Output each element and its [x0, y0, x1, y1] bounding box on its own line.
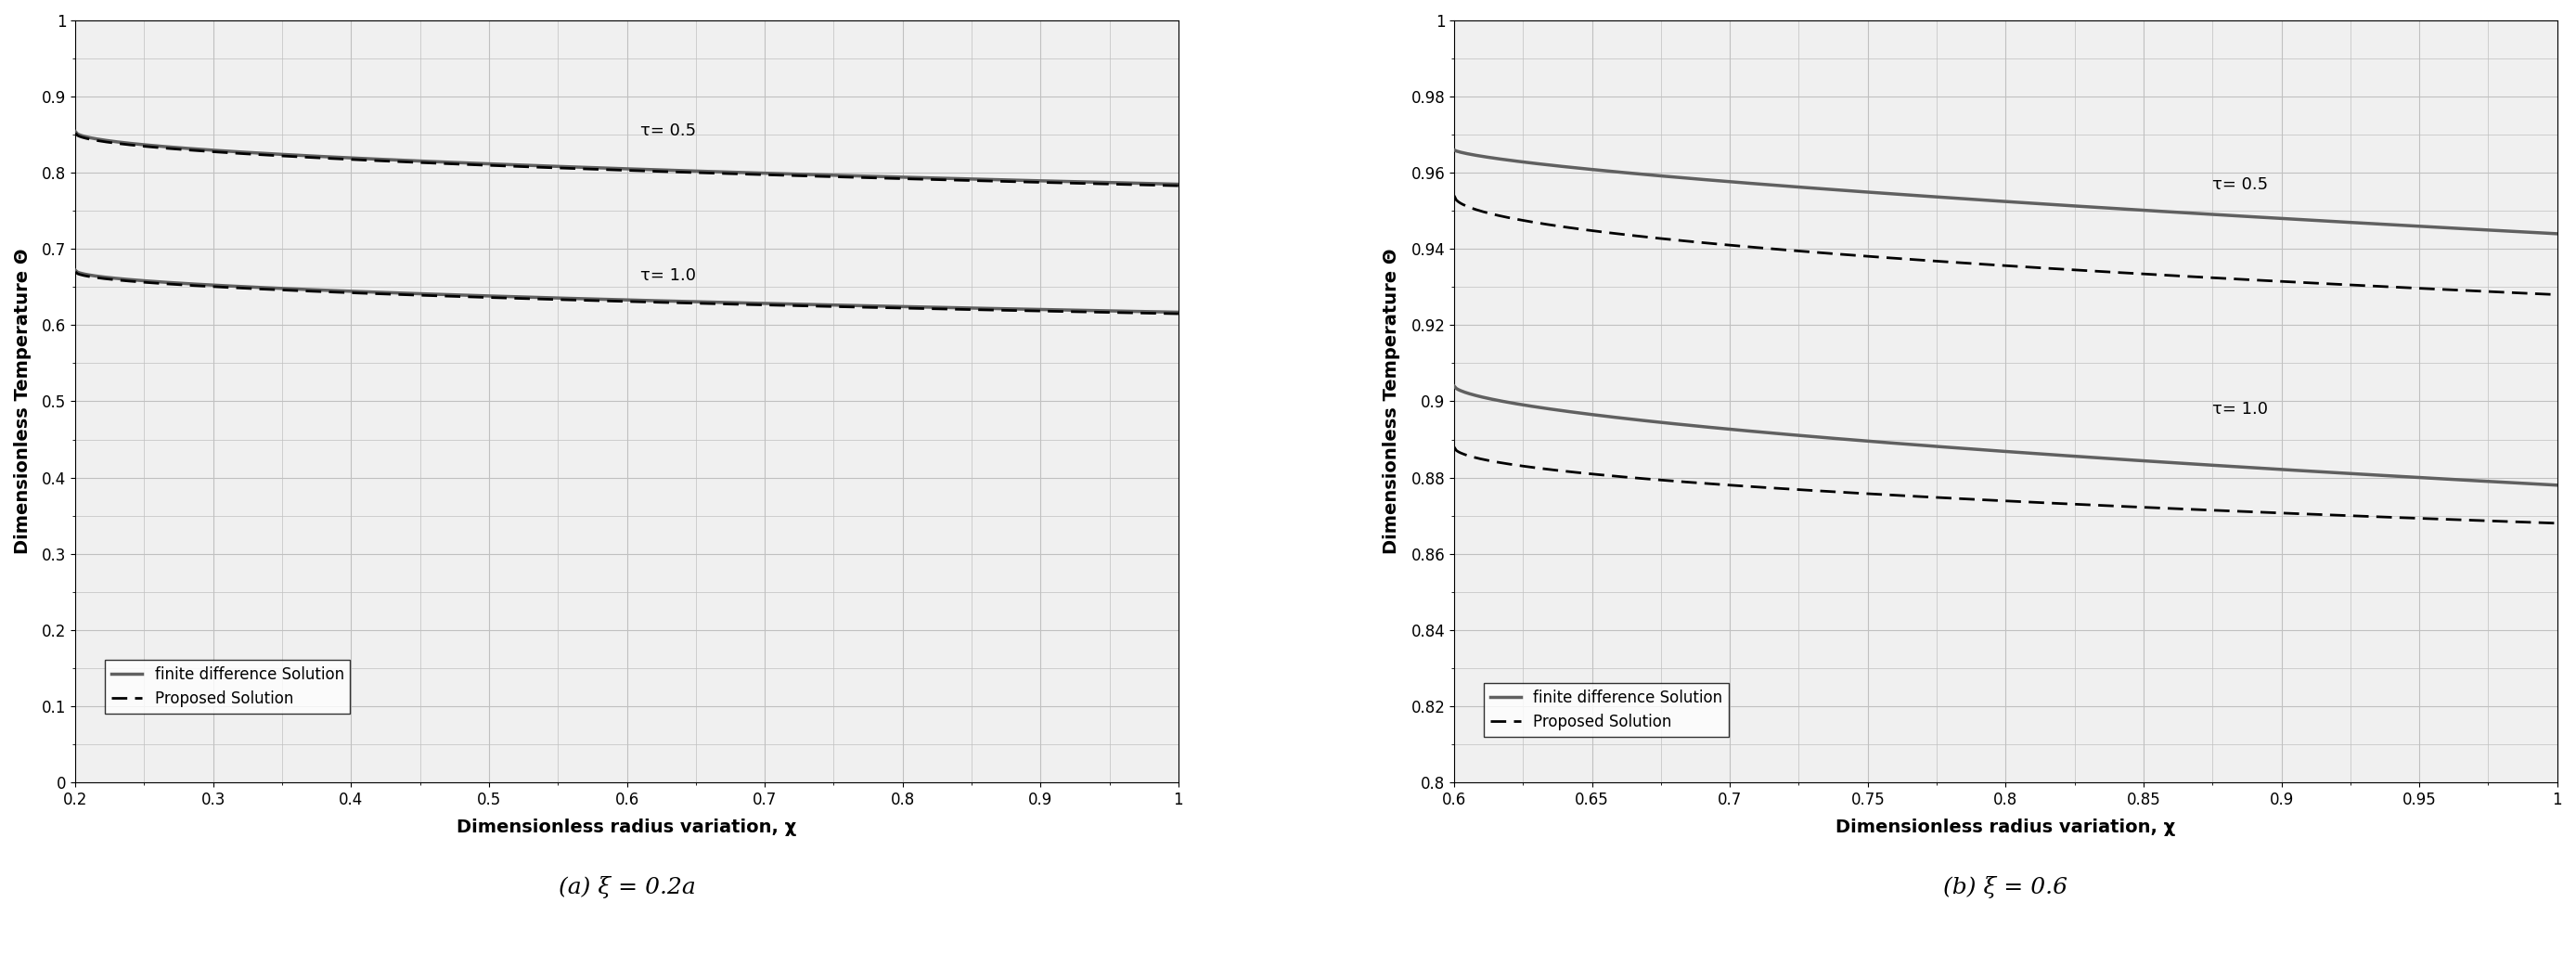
Text: τ= 0.5: τ= 0.5 [641, 122, 696, 139]
X-axis label: Dimensionless radius variation, χ: Dimensionless radius variation, χ [456, 819, 796, 836]
Title: (a) ξ = 0.2a: (a) ξ = 0.2a [559, 876, 696, 899]
Text: τ= 1.0: τ= 1.0 [2213, 401, 2267, 417]
Text: τ= 0.5: τ= 0.5 [2213, 176, 2269, 193]
Y-axis label: Dimensionless Temperature Θ: Dimensionless Temperature Θ [1383, 248, 1401, 554]
Text: τ= 1.0: τ= 1.0 [641, 267, 696, 284]
Legend: finite difference Solution, Proposed Solution: finite difference Solution, Proposed Sol… [1484, 683, 1728, 736]
Y-axis label: Dimensionless Temperature Θ: Dimensionless Temperature Θ [13, 248, 31, 554]
X-axis label: Dimensionless radius variation, χ: Dimensionless radius variation, χ [1837, 819, 2177, 836]
Legend: finite difference Solution, Proposed Solution: finite difference Solution, Proposed Sol… [106, 660, 350, 714]
Title: (b) ξ = 0.6: (b) ξ = 0.6 [1942, 876, 2069, 899]
